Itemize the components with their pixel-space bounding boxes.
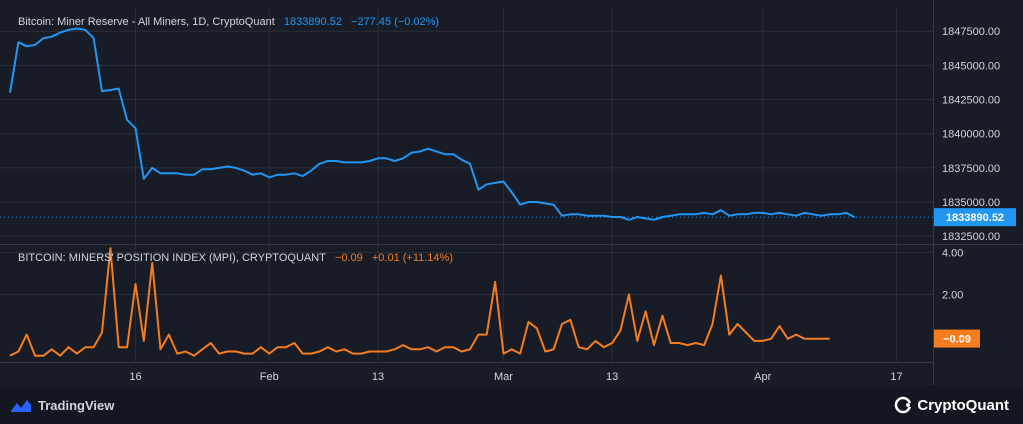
x-tick-label: Feb (260, 371, 279, 383)
y-tick-label-top: 1847500.00 (942, 26, 1000, 38)
x-tick-label: Apr (754, 371, 771, 383)
x-tick-label: 16 (129, 371, 141, 383)
tradingview-label: TradingView (38, 398, 115, 413)
y-tick-label-top: 1832500.00 (942, 231, 1000, 243)
tradingview-icon (11, 399, 31, 412)
x-tick-label: Mar (494, 371, 513, 383)
y-tick-label-bottom: 4.00 (942, 247, 963, 259)
top-legend-title: Bitcoin: Miner Reserve - All Miners, 1D,… (18, 16, 275, 28)
y-tick-label-bottom: 2.00 (942, 290, 963, 302)
tradingview-logo[interactable]: TradingView (10, 398, 114, 413)
x-tick-label: 13 (606, 371, 618, 383)
bottom-legend-change: +0.01 (+11.14%) (371, 252, 453, 264)
x-tick-label: 17 (890, 371, 902, 383)
cryptoquant-label: CryptoQuant (917, 396, 1009, 414)
reserve-series-line (9, 27, 856, 221)
bottom-legend-title: BITCOIN: MINERS' POSITION INDEX (MPI), C… (18, 252, 326, 264)
cryptoquant-logo: CryptoQuant (894, 396, 1009, 414)
bottom-legend-value: −0.09 (334, 252, 363, 264)
y-tick-label-top: 1837500.00 (942, 163, 1000, 175)
y-tick-label-top: 1840000.00 (942, 129, 1000, 141)
y-tick-label-top: 1835000.00 (942, 197, 1000, 209)
y-tick-label-top: 1845000.00 (942, 60, 1000, 72)
top-legend: Bitcoin: Miner Reserve - All Miners, 1D,… (18, 16, 445, 28)
mpi-series-line (9, 247, 830, 357)
mpi-last-value-badge (934, 329, 980, 348)
cryptoquant-icon (895, 396, 913, 414)
bottom-legend: BITCOIN: MINERS' POSITION INDEX (MPI), C… (18, 252, 459, 264)
y-tick-label-top: 1842500.00 (942, 95, 1000, 107)
reserve-last-value-badge (934, 208, 1016, 227)
mpi-last-value-label: −0.09 (943, 334, 971, 346)
x-tick-label: 13 (372, 371, 384, 383)
top-legend-value: 1833890.52 (283, 16, 342, 28)
reserve-last-value-label: 1833890.52 (946, 212, 1004, 224)
top-legend-change: −277.45 (−0.02%) (351, 16, 440, 28)
